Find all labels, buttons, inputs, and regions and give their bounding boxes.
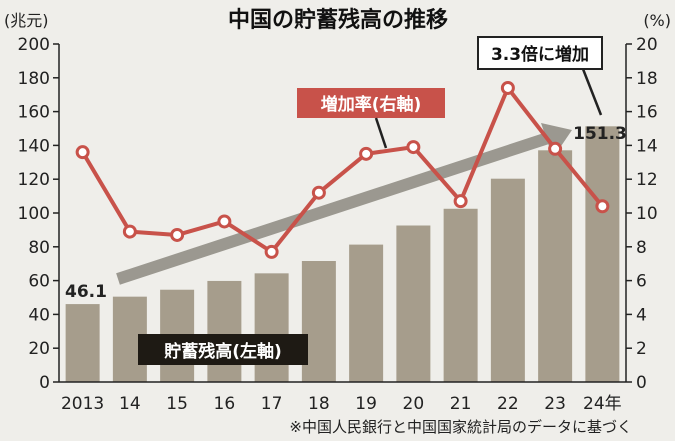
source-note: ※中国人民銀行と中国国家統計局のデータに基づく [289, 418, 632, 436]
left-tick-label: 200 [18, 35, 50, 55]
line-series-label: 増加率(右軸) [297, 88, 445, 149]
rate-point [359, 146, 374, 161]
rate-point [500, 80, 515, 95]
left-tick-label: 100 [18, 204, 50, 224]
left-tick-label: 120 [18, 170, 50, 190]
bar-series-label: 貯蓄残高(左軸) [138, 334, 308, 365]
rate-point [406, 140, 421, 155]
bar [349, 244, 384, 382]
left-tick-label: 160 [18, 103, 50, 123]
x-tick-label: 19 [355, 394, 377, 414]
right-tick-label: 2 [636, 339, 647, 359]
right-tick-label: 10 [636, 204, 658, 224]
rate-point [217, 214, 232, 229]
growth-callout-text: 3.3倍に増加 [491, 44, 589, 65]
x-tick-label: 22 [497, 394, 519, 414]
bar [207, 280, 242, 382]
right-axis-ticks: 0 2 4 6 8 10 12 14 16 18 20 [626, 35, 658, 393]
right-tick-label: 16 [636, 103, 658, 123]
left-tick-label: 20 [28, 339, 50, 359]
left-tick-label: 40 [28, 305, 50, 325]
x-tick-label: 23 [544, 394, 566, 414]
x-tick-label: 16 [214, 394, 236, 414]
bar [585, 126, 620, 382]
line-series [75, 80, 610, 259]
left-tick-label: 0 [39, 373, 50, 393]
x-tick-label: 18 [308, 394, 330, 414]
left-tick-label: 80 [28, 238, 50, 258]
rate-point [595, 199, 610, 214]
left-tick-label: 60 [28, 272, 50, 292]
rate-point [311, 185, 326, 200]
end-value-label: 151.3 [573, 124, 627, 144]
bar [538, 150, 573, 382]
bar [254, 273, 289, 382]
x-tick-label: 15 [166, 394, 188, 414]
x-tick-label: 21 [450, 394, 472, 414]
bar [490, 178, 525, 382]
right-tick-label: 20 [636, 35, 658, 55]
right-axis-unit: (%) [643, 11, 671, 30]
rate-point [170, 227, 185, 242]
rate-point [75, 145, 90, 160]
right-tick-label: 6 [636, 272, 647, 292]
right-tick-label: 18 [636, 69, 658, 89]
bar-series-label-text: 貯蓄残高(左軸) [164, 341, 282, 362]
start-value-label: 46.1 [65, 282, 107, 302]
rate-line [80, 85, 604, 254]
rate-point [453, 194, 468, 209]
rate-point [264, 244, 279, 259]
right-tick-label: 0 [636, 373, 647, 393]
x-tick-label: 24年 [583, 394, 622, 414]
chart-title: 中国の貯蓄残高の推移 [228, 7, 448, 33]
bar [443, 208, 478, 382]
right-tick-label: 8 [636, 238, 647, 258]
rate-point [122, 224, 137, 239]
left-tick-label: 180 [18, 69, 50, 89]
left-tick-label: 140 [18, 136, 50, 156]
bar [396, 225, 431, 382]
left-axis-ticks: 0 20 40 60 80 100 120 140 160 180 200 [18, 35, 59, 393]
right-tick-label: 12 [636, 170, 658, 190]
bar [65, 304, 100, 382]
left-axis-unit: (兆元) [4, 11, 49, 30]
x-tick-label: 17 [261, 394, 283, 414]
right-tick-label: 4 [636, 305, 647, 325]
x-tick-label: 2013 [61, 394, 104, 414]
x-tick-label: 14 [119, 394, 141, 414]
growth-callout: 3.3倍に増加 [477, 36, 603, 116]
right-tick-label: 14 [636, 136, 658, 156]
rate-point [548, 141, 563, 156]
line-series-label-text: 増加率(右軸) [321, 94, 422, 115]
x-tick-label: 20 [403, 394, 425, 414]
x-axis-ticks: 2013 14 15 16 17 18 19 20 21 22 23 24年 [61, 394, 622, 414]
